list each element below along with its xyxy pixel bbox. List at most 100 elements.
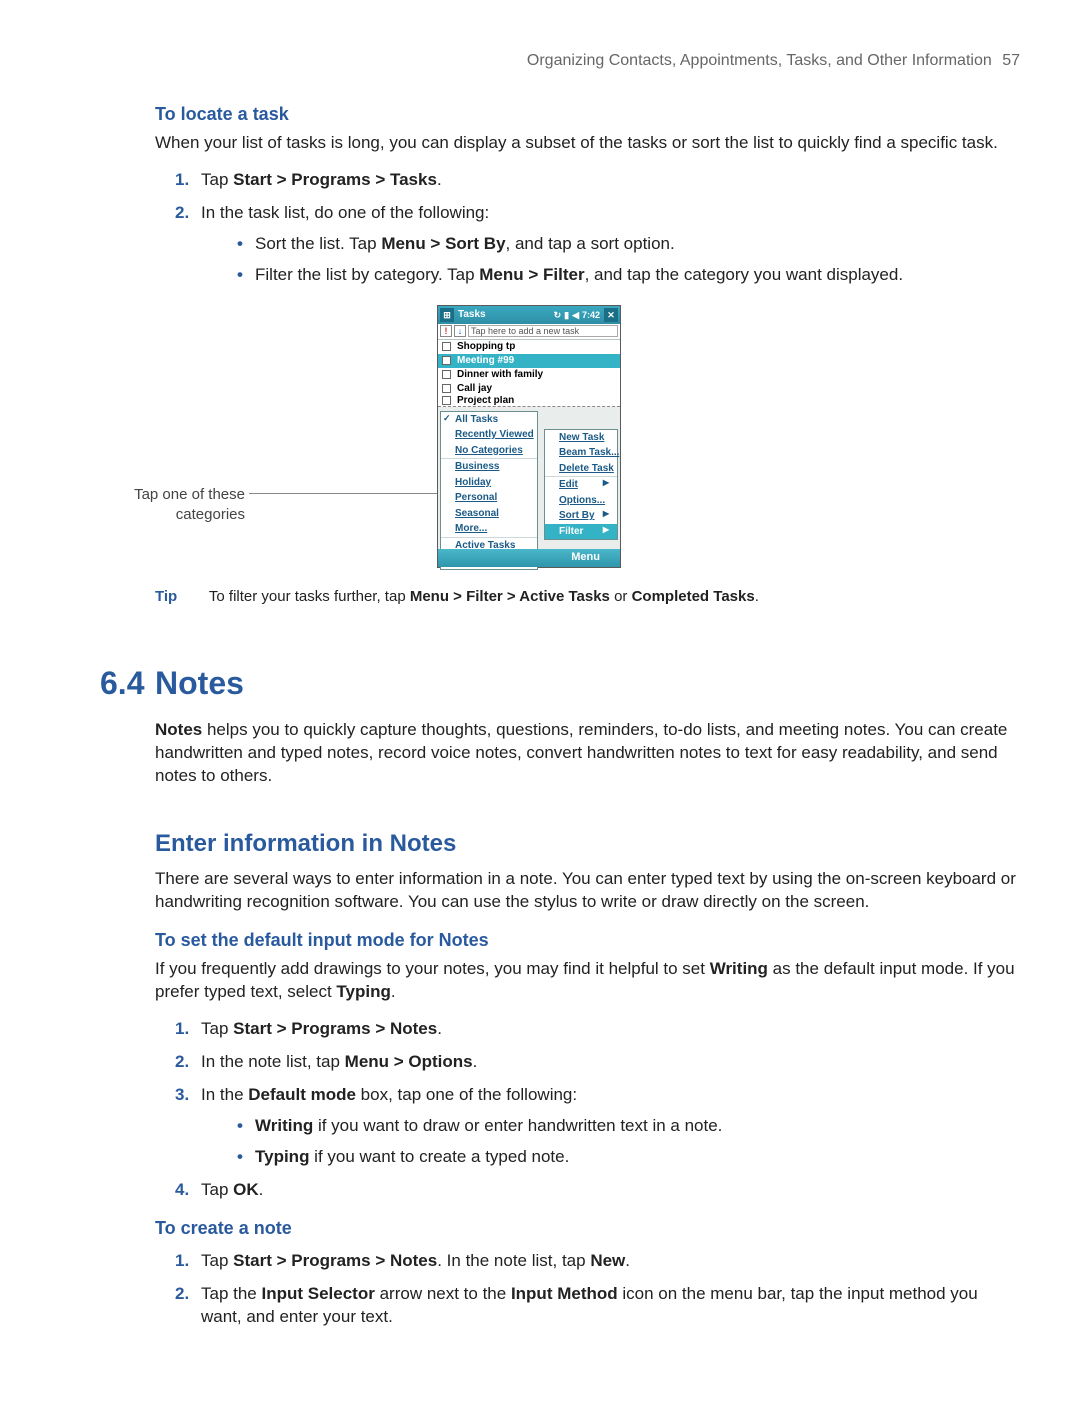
- step-number: 1.: [175, 1018, 189, 1041]
- task-label: Call jay: [457, 382, 492, 396]
- start-icon[interactable]: ⊞: [440, 308, 454, 322]
- step-text: In the note list, tap Menu > Options.: [201, 1052, 477, 1071]
- app-title: Tasks: [458, 308, 554, 322]
- menu-item-business[interactable]: Business: [441, 459, 537, 475]
- submenu-arrow-icon: ▶: [603, 478, 609, 489]
- menu-item-more[interactable]: More...: [441, 521, 537, 537]
- text-bold: Default mode: [248, 1085, 356, 1104]
- text: More...: [455, 523, 487, 534]
- new-task-input[interactable]: Tap here to add a new task: [468, 325, 618, 337]
- create-note-steps: 1. Tap Start > Programs > Notes. In the …: [175, 1250, 1020, 1329]
- checkbox-icon[interactable]: [442, 356, 451, 365]
- callout-label: Tap one of these categories: [85, 485, 245, 526]
- clock-text: 7:42: [582, 309, 600, 321]
- menu-item-no-categories[interactable]: No Categories: [441, 443, 537, 459]
- text: helps you to quickly capture thoughts, q…: [155, 720, 1007, 785]
- cn-step-2: 2. Tap the Input Selector arrow next to …: [175, 1283, 1020, 1329]
- text: No Categories: [455, 445, 523, 456]
- menu-item-delete-task[interactable]: Delete Task: [545, 461, 617, 477]
- checkbox-icon[interactable]: [442, 342, 451, 351]
- text-bold: New: [590, 1251, 625, 1270]
- text: Sort By: [559, 510, 595, 521]
- heading-create-note: To create a note: [155, 1216, 1020, 1240]
- task-row[interactable]: Shopping tp: [438, 340, 620, 354]
- text: Delete Task: [559, 463, 614, 474]
- task-row[interactable]: Meeting #99: [438, 354, 620, 368]
- running-header: Organizing Contacts, Appointments, Tasks…: [100, 50, 1020, 72]
- text: Edit: [559, 479, 578, 490]
- dm-step-2: 2. In the note list, tap Menu > Options.: [175, 1051, 1020, 1074]
- dm-sub-bullets: Writing if you want to draw or enter han…: [237, 1115, 1020, 1169]
- priority-icon[interactable]: !: [440, 325, 452, 337]
- text: Personal: [455, 492, 497, 503]
- heading-locate-task: To locate a task: [155, 102, 1020, 126]
- tip-row: Tip To filter your tasks further, tap Me…: [155, 587, 1020, 607]
- step-number: 2.: [175, 1051, 189, 1074]
- text-bold: Menu > Filter > Active Tasks: [410, 588, 610, 605]
- text: Tap: [201, 1180, 233, 1199]
- locate-sub-bullets: Sort the list. Tap Menu > Sort By, and t…: [237, 233, 1020, 287]
- text: .: [391, 982, 396, 1001]
- bullet-writing: Writing if you want to draw or enter han…: [237, 1115, 1020, 1138]
- text-bold: Menu > Filter: [479, 265, 584, 284]
- task-row[interactable]: Dinner with family: [438, 368, 620, 382]
- checkbox-icon[interactable]: [442, 396, 451, 405]
- menu-item-all-tasks[interactable]: All Tasks: [441, 412, 537, 428]
- menu-item-new-task[interactable]: New Task: [545, 430, 617, 446]
- text: Sort the list. Tap: [255, 234, 381, 253]
- phone-body: All Tasks Recently Viewed No Categories …: [438, 407, 620, 567]
- priority-icon[interactable]: ↓: [454, 325, 466, 337]
- step-text: Tap Start > Programs > Tasks.: [201, 170, 442, 189]
- menu-item-beam-task[interactable]: Beam Task...: [545, 445, 617, 461]
- text: .: [755, 588, 759, 605]
- tip-text: To filter your tasks further, tap Menu >…: [209, 588, 759, 605]
- menu-item-recently-viewed[interactable]: Recently Viewed: [441, 427, 537, 443]
- menu-item-holiday[interactable]: Holiday: [441, 475, 537, 491]
- section-heading-notes: 6.4Notes: [100, 662, 1020, 705]
- task-row[interactable]: Call jay: [438, 382, 620, 396]
- default-mode-para: If you frequently add drawings to your n…: [155, 958, 1020, 1004]
- content-column: To locate a task When your list of tasks…: [155, 102, 1020, 1329]
- menu-item-filter[interactable]: Filter▶: [545, 524, 617, 540]
- text: Options...: [559, 495, 605, 506]
- menu-item-personal[interactable]: Personal: [441, 490, 537, 506]
- locate-task-steps: 1. Tap Start > Programs > Tasks. 2. In t…: [175, 169, 1020, 287]
- checkbox-icon[interactable]: [442, 384, 451, 393]
- text-bold: Menu > Sort By: [381, 234, 505, 253]
- checkbox-icon[interactable]: [442, 370, 451, 379]
- text-bold: Typing: [336, 982, 390, 1001]
- callout-leader-line: [249, 493, 441, 494]
- text: Business: [455, 461, 499, 472]
- section-title: Notes: [155, 665, 244, 701]
- text: . In the note list, tap: [437, 1251, 590, 1270]
- locate-step-1: 1. Tap Start > Programs > Tasks.: [175, 169, 1020, 192]
- speaker-icon: ◀: [572, 309, 579, 321]
- menu-item-edit[interactable]: Edit ▶: [545, 477, 617, 493]
- step-text: In the task list, do one of the followin…: [201, 203, 489, 222]
- dm-step-3: 3. In the Default mode box, tap one of t…: [175, 1084, 1020, 1169]
- step-number: 3.: [175, 1084, 189, 1107]
- menu-item-sort-by[interactable]: Sort By▶: [545, 508, 617, 524]
- text-bold: Start > Programs > Notes: [233, 1251, 437, 1270]
- task-row[interactable]: Project plan: [438, 396, 620, 406]
- step-text: In the Default mode box, tap one of the …: [201, 1085, 577, 1104]
- text-bold: Typing: [255, 1147, 309, 1166]
- text: In the note list, tap: [201, 1052, 345, 1071]
- menu-item-options[interactable]: Options...: [545, 493, 617, 509]
- softkey-menu[interactable]: Menu: [571, 550, 600, 565]
- menu-item-seasonal[interactable]: Seasonal: [441, 506, 537, 522]
- tip-label: Tip: [155, 587, 205, 607]
- status-icons: ↻ ▮ ◀ 7:42: [554, 309, 600, 321]
- notes-intro: Notes helps you to quickly capture thoug…: [155, 719, 1020, 788]
- section-number: 6.4: [100, 662, 155, 705]
- cn-step-1: 1. Tap Start > Programs > Notes. In the …: [175, 1250, 1020, 1273]
- text: To filter your tasks further, tap: [209, 588, 410, 605]
- text: .: [437, 1019, 442, 1038]
- text: Tap: [201, 170, 233, 189]
- text: , and tap a sort option.: [506, 234, 675, 253]
- subsection-enter-info: Enter information in Notes: [155, 828, 1020, 860]
- close-button[interactable]: ✕: [604, 308, 618, 322]
- page: Organizing Contacts, Appointments, Tasks…: [0, 0, 1080, 1423]
- locate-step-2: 2. In the task list, do one of the follo…: [175, 202, 1020, 287]
- task-label: Meeting #99: [457, 354, 514, 368]
